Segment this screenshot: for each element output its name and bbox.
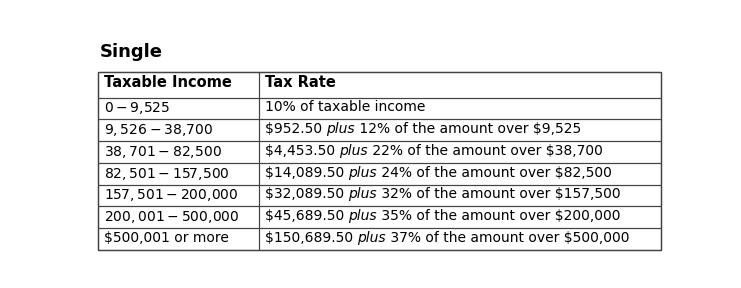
Bar <box>99 72 661 250</box>
Text: Taxable Income: Taxable Income <box>104 75 232 90</box>
Bar <box>259 163 661 185</box>
Text: 37% of the amount over $500,000: 37% of the amount over $500,000 <box>385 231 629 245</box>
Bar <box>259 141 661 163</box>
Text: Tax Rate: Tax Rate <box>265 75 336 90</box>
Text: $38,701 - $82,500: $38,701 - $82,500 <box>104 144 222 160</box>
Text: plus: plus <box>348 166 376 180</box>
Bar <box>259 185 661 206</box>
Text: $0 - $9,525: $0 - $9,525 <box>104 101 170 116</box>
Text: 12% of the amount over $9,525: 12% of the amount over $9,525 <box>355 122 581 136</box>
Bar <box>99 120 259 141</box>
Text: plus: plus <box>348 209 376 223</box>
Bar <box>99 98 259 120</box>
Text: $500,001 or more: $500,001 or more <box>104 231 229 245</box>
Text: $150,689.50: $150,689.50 <box>265 231 357 245</box>
Text: plus: plus <box>348 187 376 201</box>
Text: $952.50: $952.50 <box>265 122 326 136</box>
Bar <box>99 163 259 185</box>
Text: plus: plus <box>357 231 385 245</box>
Text: $9,526 - $38,700: $9,526 - $38,700 <box>104 122 213 138</box>
Bar <box>259 120 661 141</box>
Text: $32,089.50: $32,089.50 <box>265 187 348 201</box>
Bar <box>99 228 259 250</box>
Bar <box>99 185 259 206</box>
Bar <box>99 141 259 163</box>
Text: $200,001 - $500,000: $200,001 - $500,000 <box>104 209 239 225</box>
Text: $45,689.50: $45,689.50 <box>265 209 348 223</box>
Bar <box>99 72 259 98</box>
Text: 35% of the amount over $200,000: 35% of the amount over $200,000 <box>376 209 620 223</box>
Text: plus: plus <box>326 122 355 136</box>
Bar <box>259 98 661 120</box>
Text: 22% of the amount over $38,700: 22% of the amount over $38,700 <box>368 144 602 158</box>
Text: Single: Single <box>99 43 162 61</box>
Text: 24% of the amount over $82,500: 24% of the amount over $82,500 <box>376 166 611 180</box>
Bar <box>99 206 259 228</box>
Bar <box>259 72 661 98</box>
Text: $14,089.50: $14,089.50 <box>265 166 348 180</box>
Text: $4,453.50: $4,453.50 <box>265 144 339 158</box>
Bar <box>259 228 661 250</box>
Text: 32% of the amount over $157,500: 32% of the amount over $157,500 <box>376 187 620 201</box>
Text: $82,501 - $157,500: $82,501 - $157,500 <box>104 166 230 182</box>
Text: $157,501 - $200,000: $157,501 - $200,000 <box>104 187 239 203</box>
Bar <box>259 206 661 228</box>
Text: plus: plus <box>339 144 368 158</box>
Text: 10% of taxable income: 10% of taxable income <box>265 101 425 114</box>
